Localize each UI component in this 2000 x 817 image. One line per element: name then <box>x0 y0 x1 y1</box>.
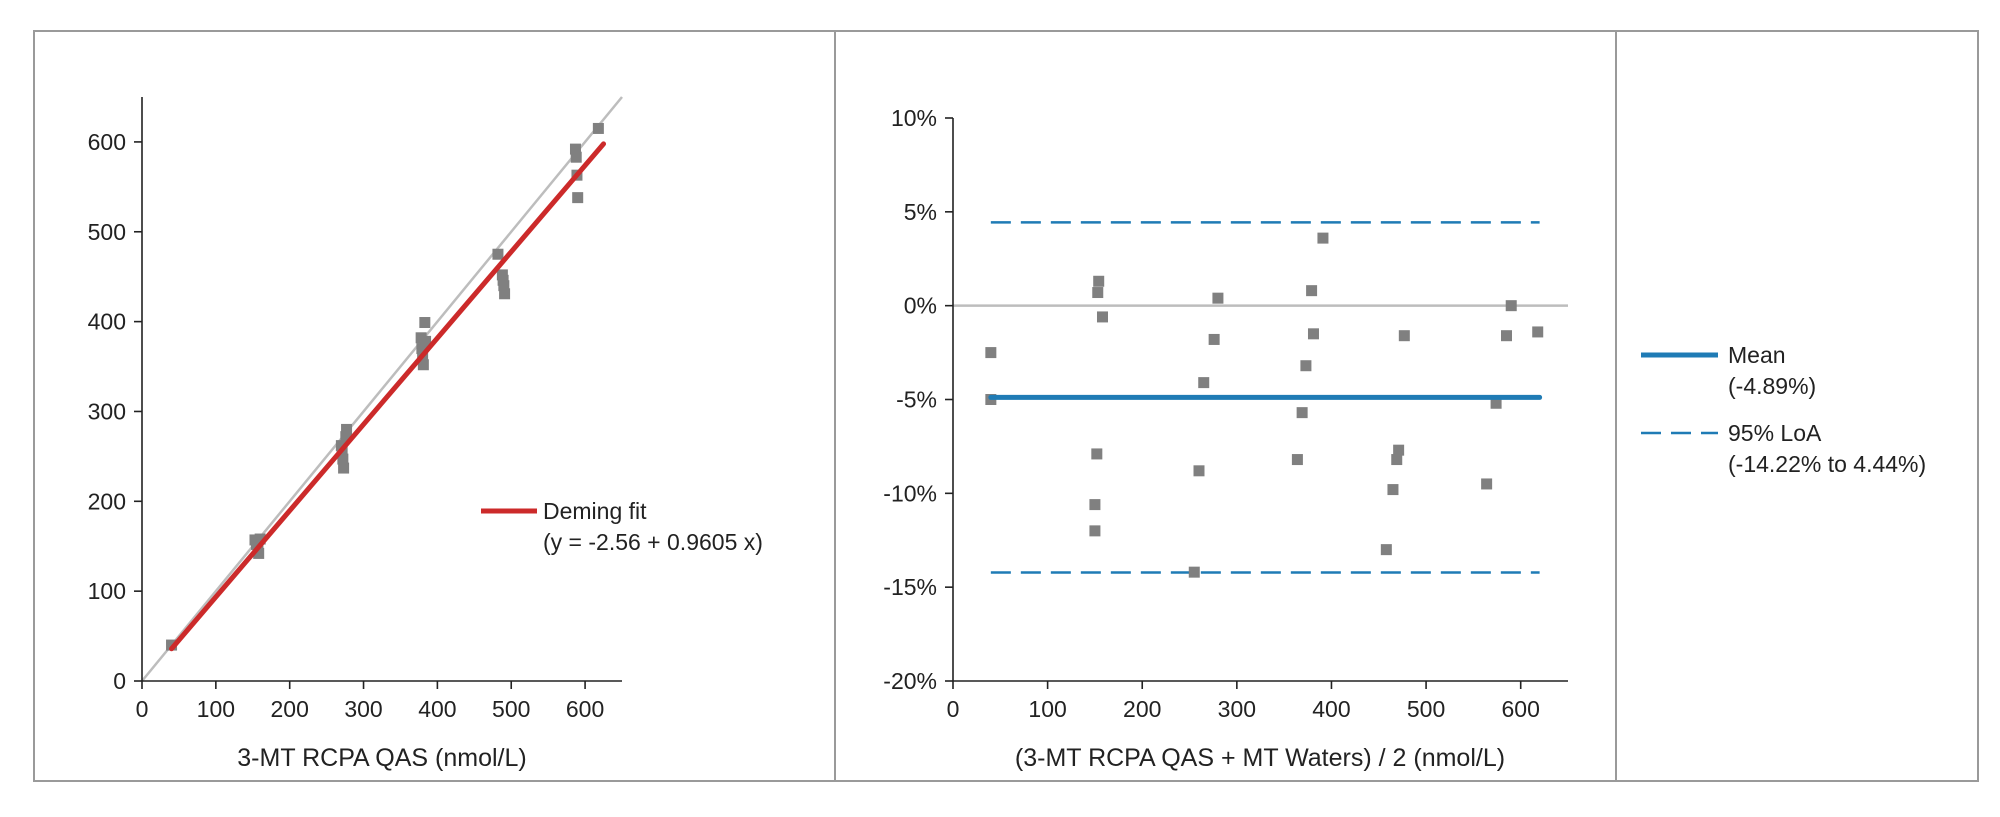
identity-line <box>141 96 623 682</box>
difference-x-tick-label: 500 <box>1407 696 1445 722</box>
deming-data-point <box>499 288 511 300</box>
difference-data-point <box>1193 465 1205 477</box>
deming-data-point <box>570 151 582 163</box>
deming-data-point <box>340 431 352 443</box>
deming-data-point <box>341 423 353 435</box>
deming-tick-layer: 0 100 200 300 400 500 600 0 100 200 300 400 500 600 <box>88 129 605 722</box>
difference-data-point <box>1208 333 1220 345</box>
deming-y-tick-label: 100 <box>88 578 126 604</box>
deming-data-point <box>572 192 584 204</box>
difference-data-point <box>1490 397 1502 409</box>
difference-data-point <box>985 347 997 359</box>
difference-data-point <box>1089 499 1101 511</box>
difference-data-point <box>1096 311 1108 323</box>
difference-data-point <box>1398 330 1410 342</box>
deming-y-tick-label: 0 <box>113 668 126 694</box>
difference-x-tick-label: 0 <box>947 696 960 722</box>
difference-data-point <box>1296 407 1308 419</box>
difference-y-tick-label: -10% <box>883 480 937 506</box>
difference-data-point <box>1532 326 1544 338</box>
difference-data-point <box>1317 232 1329 244</box>
deming-legend-equation: (y = -2.56 + 0.9605 x) <box>543 529 763 555</box>
difference-y-tick-label: -15% <box>883 574 937 600</box>
deming-data-point <box>254 533 266 545</box>
difference-data-point <box>1300 360 1312 372</box>
deming-data-point <box>417 359 429 371</box>
difference-data-point <box>1212 292 1224 304</box>
deming-x-axis-title: 3-MT RCPA QAS (nmol/L) <box>237 744 526 772</box>
deming-y-tick-label: 400 <box>88 309 126 335</box>
difference-y-tick-label: -20% <box>883 668 937 694</box>
difference-x-tick-label: 600 <box>1502 696 1540 722</box>
deming-data-point <box>338 462 350 474</box>
deming-data-point <box>253 547 265 559</box>
loa-legend-value: (-14.22% to 4.44%) <box>1728 451 1926 477</box>
figure-frame <box>33 30 1979 782</box>
loa-legend-label: 95% LoA <box>1728 420 1822 446</box>
deming-data-point <box>498 280 510 292</box>
deming-x-tick-label: 300 <box>344 696 382 722</box>
deming-data-point <box>416 343 428 355</box>
deming-plot-layer <box>141 96 623 682</box>
deming-y-tick-label: 600 <box>88 129 126 155</box>
difference-data-point <box>1307 328 1319 340</box>
deming-y-tick-label: 300 <box>88 398 126 424</box>
difference-tick-layer: 0 100 200 300 400 500 600 -20% -15% -10% -5% 0% 5% 10… <box>883 105 1540 722</box>
mean-legend-value: (-4.89%) <box>1728 373 1816 399</box>
difference-plot-layer <box>953 221 1568 578</box>
difference-data-point <box>1306 285 1318 297</box>
deming-x-tick-label: 600 <box>566 696 604 722</box>
difference-y-tick-label: -5% <box>896 387 937 413</box>
difference-x-tick-label: 300 <box>1218 696 1256 722</box>
difference-data-point <box>1291 454 1303 466</box>
difference-x-axis-title: (3-MT RCPA QAS + MT Waters) / 2 (nmol/L) <box>1015 744 1505 772</box>
difference-x-tick-label: 100 <box>1028 696 1066 722</box>
difference-data-point <box>1198 377 1210 389</box>
difference-data-point <box>1093 275 1105 287</box>
deming-data-point <box>492 248 504 260</box>
difference-y-tick-label: 0% <box>904 293 937 319</box>
mean-legend-label: Mean <box>1728 342 1786 368</box>
deming-data-point <box>569 143 581 155</box>
difference-data-point <box>1481 478 1493 490</box>
difference-data-point <box>1505 300 1517 312</box>
deming-data-point <box>335 440 347 452</box>
difference-y-tick-label: 5% <box>904 199 937 225</box>
difference-plot-chart: 0 100 200 300 400 500 600 -20% -15% -10% -5% 0% 5% 10… <box>883 105 1568 772</box>
difference-data-point <box>1501 330 1512 342</box>
deming-data-point <box>419 317 431 329</box>
deming-x-tick-label: 0 <box>136 696 149 722</box>
deming-data-point <box>592 122 604 134</box>
difference-data-point <box>1092 287 1104 299</box>
deming-x-tick-label: 100 <box>197 696 235 722</box>
deming-y-tick-label: 200 <box>88 488 126 514</box>
deming-x-tick-label: 400 <box>418 696 456 722</box>
difference-data-point <box>1387 484 1399 496</box>
difference-x-tick-label: 200 <box>1123 696 1161 722</box>
deming-regression-chart: 0 100 200 300 400 500 600 0 100 200 300 400 500 600 3… <box>88 96 763 772</box>
deming-fit-line <box>169 141 607 652</box>
deming-x-tick-label: 200 <box>271 696 309 722</box>
difference-data-point <box>1188 566 1200 578</box>
deming-data-point <box>337 453 349 465</box>
difference-data-point <box>1393 444 1405 456</box>
deming-x-tick-label: 500 <box>492 696 530 722</box>
difference-legend: Mean (-4.89%) 95% LoA (-14.22% to 4.44%) <box>1641 342 1926 477</box>
deming-data-point <box>420 335 432 347</box>
difference-data-point <box>1089 525 1101 537</box>
deming-legend-label: Deming fit <box>543 498 647 524</box>
difference-data-point <box>1391 454 1403 466</box>
difference-x-tick-label: 400 <box>1312 696 1350 722</box>
deming-y-tick-label: 500 <box>88 219 126 245</box>
difference-y-tick-label: 10% <box>891 105 937 131</box>
difference-data-point <box>1091 448 1103 460</box>
difference-data-point <box>1380 544 1392 556</box>
